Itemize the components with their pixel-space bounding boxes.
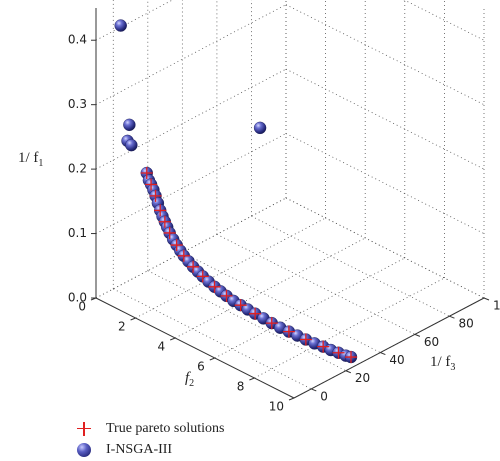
z-tick-label: 0.4 <box>68 33 87 47</box>
grid-line <box>285 68 485 170</box>
true-pareto-point <box>345 351 357 364</box>
y-tick-label: 0 <box>320 389 328 403</box>
z-tick-label: 0.2 <box>68 162 87 176</box>
i-nsga-iii-point <box>125 138 138 152</box>
x-tick-mark <box>249 377 255 381</box>
true-pareto-point <box>149 189 162 202</box>
x-tick-label: 4 <box>158 340 166 354</box>
y-tick-mark <box>483 297 490 301</box>
true-pareto-point <box>140 167 153 180</box>
grid-line <box>95 4 287 106</box>
z-tick-label: 0.3 <box>68 97 87 111</box>
y-tick-label: 20 <box>355 371 370 385</box>
x-axis-line <box>95 297 295 399</box>
legend-label: True pareto solutions <box>106 420 225 436</box>
y-axis-line <box>293 297 485 399</box>
grid-line <box>95 133 287 234</box>
x-tick-label: 10 <box>269 400 284 414</box>
grid-line <box>95 68 287 170</box>
sphere-marker-icon <box>74 442 96 458</box>
true-pareto-point <box>299 333 312 346</box>
i-nsga-iii-point <box>114 19 127 32</box>
y-tick-mark <box>449 315 455 319</box>
tick-labels: 0.00.10.20.30.40246810020406080100 <box>68 33 500 414</box>
legend: True pareto solutions I-NSGA-III <box>74 418 224 460</box>
true-pareto-point <box>249 307 262 320</box>
y-tick-label: 80 <box>458 317 473 331</box>
true-pareto-point <box>154 204 167 217</box>
legend-item-true-pareto: True pareto solutions <box>74 418 224 439</box>
true-pareto-point <box>187 260 200 273</box>
true-pareto-point <box>282 325 295 338</box>
true-pareto-point <box>177 249 190 262</box>
y-tick-mark <box>414 333 421 337</box>
true-pareto-point <box>163 226 176 239</box>
x-tick-mark <box>90 297 97 301</box>
x-axis-label: f2 <box>185 370 194 389</box>
grid-lines <box>95 0 485 399</box>
i-nsga-iii-point <box>253 121 267 135</box>
grid-line <box>113 288 312 390</box>
plus-marker-icon <box>74 421 96 437</box>
grid-line <box>285 4 485 106</box>
grid-line <box>182 252 381 353</box>
true-pareto-point <box>145 178 158 191</box>
legend-item-i-nsga-iii: I-NSGA-III <box>74 439 224 460</box>
x-tick-label: 2 <box>118 320 126 334</box>
true-pareto-point <box>158 215 171 228</box>
i-nsga-iii-point <box>123 118 136 132</box>
z-tick-label: 0.0 <box>68 291 87 305</box>
y-tick-mark <box>311 388 317 392</box>
true-pareto-point <box>234 299 247 312</box>
grid-line <box>285 197 485 299</box>
z-axis-label: 1/ f1 <box>18 150 43 169</box>
x-tick-label: 8 <box>237 380 245 394</box>
true-pareto-point <box>220 289 233 302</box>
y-axis-label: 1/ f3 <box>430 354 455 373</box>
y-tick-label: 100 <box>493 299 500 313</box>
grid-line <box>251 215 450 317</box>
true-pareto-point <box>332 346 345 359</box>
grid-line <box>147 270 346 372</box>
true-pareto-point <box>170 239 183 252</box>
z-tick-label: 0.1 <box>68 226 87 240</box>
x-tick-mark <box>170 337 176 341</box>
grid-line <box>95 197 287 299</box>
grid-line <box>216 234 416 335</box>
true-pareto-point <box>265 317 278 330</box>
y-tick-label: 60 <box>424 335 439 349</box>
grid-line <box>285 133 485 234</box>
grid-line <box>403 0 485 41</box>
legend-label: I-NSGA-III <box>106 441 173 457</box>
y-tick-mark <box>380 352 386 356</box>
x-tick-label: 0 <box>78 300 86 314</box>
axes <box>90 8 490 401</box>
y-tick-label: 40 <box>389 353 404 367</box>
true-pareto-point <box>208 280 221 293</box>
x-tick-mark <box>288 397 295 401</box>
true-pareto-point <box>196 270 209 283</box>
y-tick-mark <box>345 370 352 374</box>
grid-line <box>95 0 174 41</box>
x-tick-mark <box>209 357 215 361</box>
data-marks <box>114 19 358 364</box>
true-pareto-point <box>317 340 330 353</box>
x-tick-mark <box>130 317 136 321</box>
x-tick-label: 6 <box>197 360 205 374</box>
axis-labels: 1/ f1 f2 1/ f3 <box>18 150 455 389</box>
